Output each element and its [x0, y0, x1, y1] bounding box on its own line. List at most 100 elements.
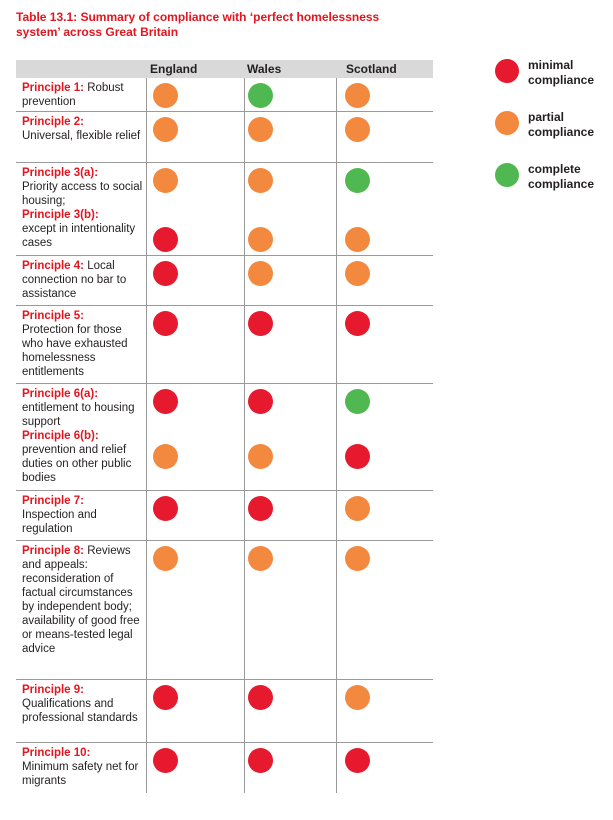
row-label: Principle 1: Robust prevention	[22, 81, 144, 109]
legend-label: minimal compliance	[528, 58, 594, 88]
rating-dot-england	[153, 685, 178, 710]
rating-dot-england	[153, 168, 178, 193]
principle-name: Principle 1:	[22, 82, 84, 94]
table-title-line2: system’ across Great Britain	[16, 25, 179, 39]
rating-dot-england	[153, 261, 178, 286]
principle-description: Minimum safety net for migrants	[22, 761, 139, 787]
table-row-principle-8: Principle 8: Reviews and appeals: recons…	[16, 541, 433, 680]
rating-dot-wales	[248, 444, 273, 469]
principle-description: Qualifications and professional standard…	[22, 698, 138, 724]
row-label: Principle 9: Qualifications and professi…	[22, 683, 144, 725]
rating-dot-england	[153, 117, 178, 142]
principle-description: Local connection no bar to assistance	[22, 260, 127, 300]
principle-description: Robust prevention	[22, 82, 124, 108]
legend-item-complete: complete compliance	[495, 162, 610, 215]
rating-dot-wales	[248, 261, 273, 286]
rating-dot-wales	[248, 227, 273, 252]
column-header-england: England	[150, 62, 198, 76]
rating-dot-wales	[248, 389, 273, 414]
table-row-principle-6: Principle 6(a): entitlement to housing s…	[16, 384, 433, 491]
rating-dot-scotland	[345, 748, 370, 773]
rating-dot-scotland	[345, 496, 370, 521]
row-label: Principle 4: Local connection no bar to …	[22, 259, 144, 301]
principle-description: Universal, flexible relief	[22, 130, 141, 142]
rating-dot-england	[153, 83, 178, 108]
principle-name: Principle 9:	[22, 684, 84, 696]
rating-dot-wales	[248, 311, 273, 336]
legend-label-line2: compliance	[528, 177, 595, 191]
rating-dot-wales	[248, 748, 273, 773]
principle-description: Inspection and regulation	[22, 509, 97, 535]
rating-dot-wales	[248, 496, 273, 521]
legend-label-line1: minimal	[528, 58, 574, 72]
principle-name: Principle 4:	[22, 260, 84, 272]
column-header-scotland: Scotland	[346, 62, 397, 76]
rating-dot-wales	[248, 685, 273, 710]
legend-label: partial compliance	[528, 110, 594, 140]
legend-item-minimal: minimal compliance	[495, 58, 610, 111]
legend-label-line2: compliance	[528, 125, 595, 139]
table-row-principle-3: Principle 3(a): Priority access to socia…	[16, 163, 433, 256]
rating-dot-wales	[248, 117, 273, 142]
rating-dot-england	[153, 444, 178, 469]
table-row-principle-5: Principle 5: Protection for those who ha…	[16, 306, 433, 384]
principle-name: Principle 2:	[22, 116, 84, 128]
rating-dot-scotland	[345, 546, 370, 571]
row-label: Principle 6(a): entitlement to housing s…	[22, 387, 144, 485]
table-row-principle-1: Principle 1: Robust prevention	[16, 78, 433, 112]
legend-label-line1: complete	[528, 162, 581, 176]
principle-name: Principle 7:	[22, 495, 84, 507]
rating-dot-wales	[248, 546, 273, 571]
legend-label-line2: compliance	[528, 73, 595, 87]
row-label: Principle 2: Universal, flexible relief	[22, 115, 144, 143]
row-label: Principle 7: Inspection and regulation	[22, 494, 144, 536]
legend-label: complete compliance	[528, 162, 594, 192]
table-row-principle-2: Principle 2: Universal, flexible relief	[16, 112, 433, 163]
legend-label-line1: partial	[528, 110, 565, 124]
row-label: Principle 3(a): Priority access to socia…	[22, 166, 144, 250]
row-label: Principle 8: Reviews and appeals: recons…	[22, 544, 144, 656]
principle-name: Principle 5:	[22, 310, 84, 322]
principle-name: Principle 3(b):	[22, 209, 99, 221]
rating-dot-scotland	[345, 311, 370, 336]
rating-dot-wales	[248, 168, 273, 193]
table-title-line1: Table 13.1: Summary of compliance with ‘…	[16, 10, 380, 24]
principle-description: Reviews and appeals: reconsideration of …	[22, 545, 140, 655]
rating-dot-england	[153, 748, 178, 773]
table-title: Table 13.1: Summary of compliance with ‘…	[16, 10, 416, 40]
rating-dot-england	[153, 496, 178, 521]
table-row-principle-7: Principle 7: Inspection and regulation	[16, 491, 433, 541]
legend-dot	[495, 163, 519, 187]
principle-description: Priority access to social housing;	[22, 181, 143, 207]
compliance-table: England Wales Scotland Principle 1: Robu…	[16, 60, 433, 793]
principle-name: Principle 6(b):	[22, 430, 99, 442]
principle-name: Principle 10:	[22, 747, 91, 759]
rating-dot-scotland	[345, 227, 370, 252]
column-header-wales: Wales	[247, 62, 282, 76]
legend-dot	[495, 59, 519, 83]
legend-item-partial: partial compliance	[495, 110, 610, 163]
table-row-principle-4: Principle 4: Local connection no bar to …	[16, 256, 433, 306]
rating-dot-wales	[248, 83, 273, 108]
rating-dot-england	[153, 389, 178, 414]
principle-description: entitlement to housing support	[22, 402, 135, 428]
rating-dot-scotland	[345, 261, 370, 286]
rating-dot-scotland	[345, 117, 370, 142]
principle-name: Principle 3(a):	[22, 167, 99, 179]
rating-dot-england	[153, 546, 178, 571]
row-label: Principle 5: Protection for those who ha…	[22, 309, 144, 379]
table-header: England Wales Scotland	[16, 60, 433, 78]
table-row-principle-10: Principle 10: Minimum safety net for mig…	[16, 743, 433, 793]
rating-dot-england	[153, 227, 178, 252]
rating-dot-england	[153, 311, 178, 336]
principle-name: Principle 8:	[22, 545, 84, 557]
rating-dot-scotland	[345, 685, 370, 710]
principle-name: Principle 6(a):	[22, 388, 99, 400]
table-row-principle-9: Principle 9: Qualifications and professi…	[16, 680, 433, 743]
rating-dot-scotland	[345, 389, 370, 414]
principle-description: prevention and relief duties on other pu…	[22, 444, 132, 484]
legend-dot	[495, 111, 519, 135]
principle-description: Protection for those who have exhausted …	[22, 324, 128, 378]
principle-description: except in intentionality cases	[22, 223, 136, 249]
legend: minimal compliance partial compliance co…	[495, 58, 610, 215]
